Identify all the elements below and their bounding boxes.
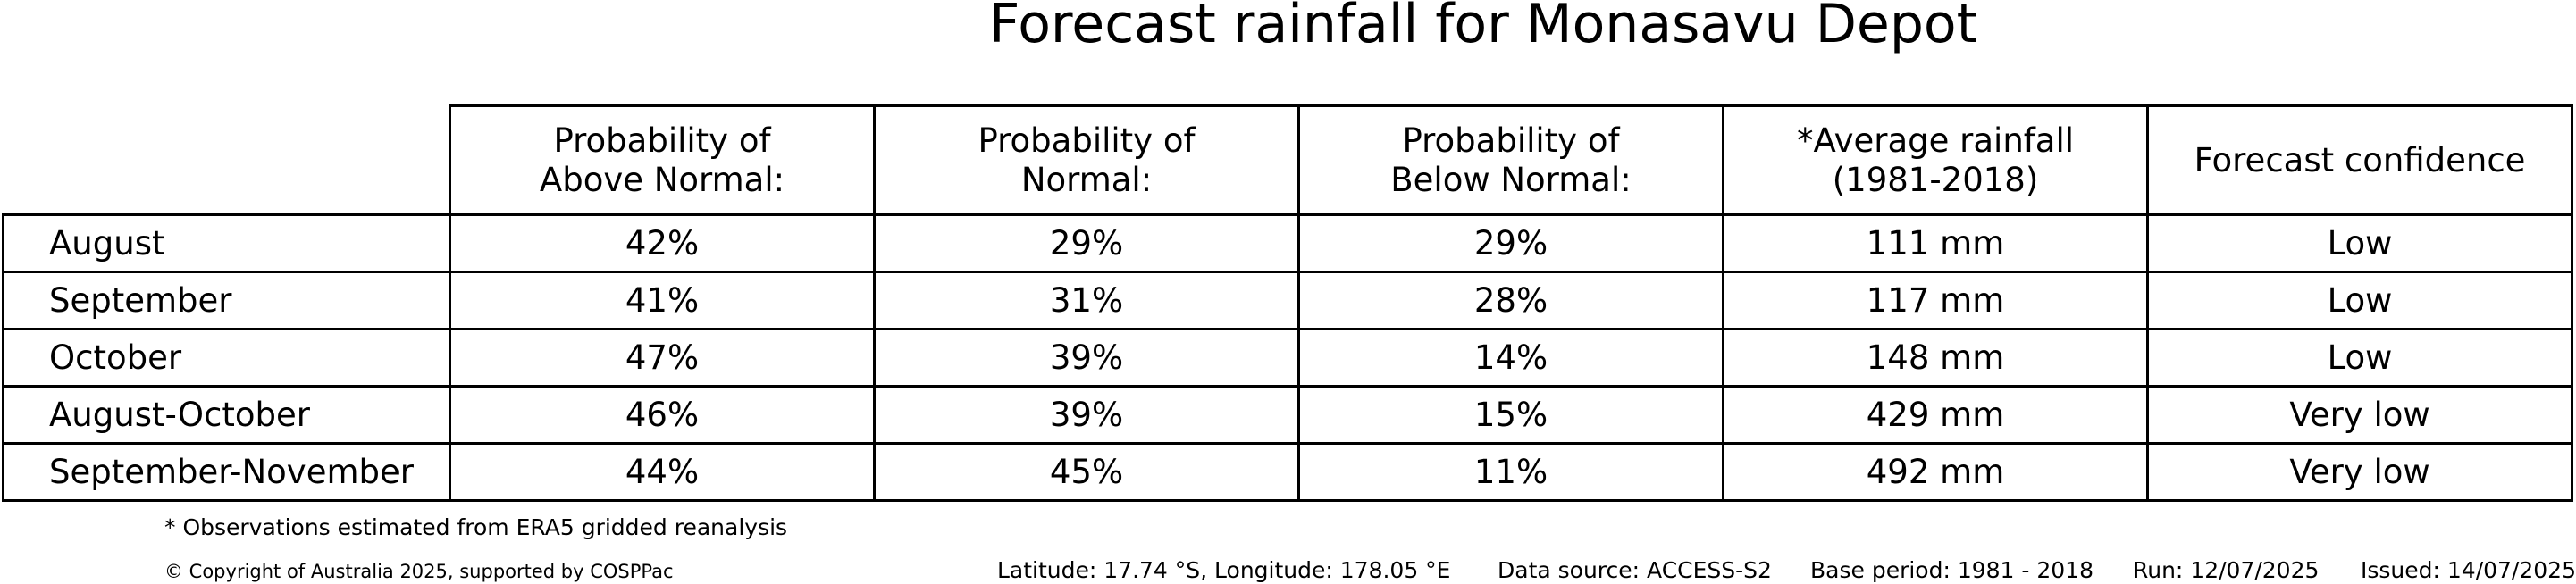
below-normal-cell: 14% (1297, 328, 1724, 388)
normal-cell: 39% (873, 385, 1300, 445)
header-row: Probability of Above Normal: Probability… (3, 104, 2573, 216)
confidence-cell: Low (2146, 213, 2573, 273)
above-normal-cell: 46% (449, 385, 876, 445)
confidence-cell: Low (2146, 328, 2573, 388)
average-rainfall-cell: 429 mm (1722, 385, 2149, 445)
header-above-normal-line1: Probability of (553, 121, 771, 160)
above-normal-cell: 44% (449, 442, 876, 502)
period-cell: October (2, 328, 451, 388)
period-cell: August (2, 213, 451, 273)
header-normal-line1: Probability of (978, 121, 1196, 160)
header-above-normal-line2: Above Normal: (539, 160, 785, 199)
average-rainfall-cell: 111 mm (1722, 213, 2149, 273)
average-rainfall-cell: 148 mm (1722, 328, 2149, 388)
table-row: August 42% 29% 29% 111 mm Low (2, 213, 2573, 273)
footnote: * Observations estimated from ERA5 gridd… (164, 514, 788, 540)
normal-cell: 29% (873, 213, 1300, 273)
below-normal-cell: 28% (1297, 271, 1724, 330)
header-forecast-confidence-line1: Forecast confidence (2194, 140, 2526, 179)
page-title: Forecast rainfall for Monasavu Depot (988, 0, 1978, 55)
normal-cell: 39% (873, 328, 1300, 388)
above-normal-cell: 41% (449, 271, 876, 330)
data-source: Data source: ACCESS-S2 (1498, 557, 1772, 583)
table-row: September-November 44% 45% 11% 492 mm Ve… (2, 442, 2573, 502)
above-normal-cell: 47% (449, 328, 876, 388)
below-normal-cell: 15% (1297, 385, 1724, 445)
header-normal-line2: Normal: (1020, 160, 1153, 199)
above-normal-cell: 42% (449, 213, 876, 273)
header-corner (3, 105, 451, 216)
table-row: October 47% 39% 14% 148 mm Low (2, 328, 2573, 388)
forecast-table: Probability of Above Normal: Probability… (2, 104, 2573, 502)
average-rainfall-cell: 117 mm (1722, 271, 2149, 330)
below-normal-cell: 29% (1297, 213, 1724, 273)
below-normal-cell: 11% (1297, 442, 1724, 502)
header-average-rainfall-line2: (1981-2018) (1832, 160, 2039, 199)
header-below-normal-line2: Below Normal: (1390, 160, 1632, 199)
average-rainfall-cell: 492 mm (1722, 442, 2149, 502)
header-normal: Probability of Normal: (873, 104, 1300, 216)
header-average-rainfall-line1: *Average rainfall (1796, 121, 2075, 160)
table-row: September 41% 31% 28% 117 mm Low (2, 271, 2573, 330)
run-date: Run: 12/07/2025 (2133, 557, 2320, 583)
header-below-normal-line1: Probability of (1402, 121, 1620, 160)
header-below-normal: Probability of Below Normal: (1297, 104, 1724, 216)
issued-date: Issued: 14/07/2025 (2361, 557, 2576, 583)
normal-cell: 31% (873, 271, 1300, 330)
base-period: Base period: 1981 - 2018 (1810, 557, 2094, 583)
period-cell: September-November (2, 442, 451, 502)
header-forecast-confidence: Forecast confidence (2146, 104, 2573, 216)
location-info: Latitude: 17.74 °S, Longitude: 178.05 °E (997, 557, 1451, 583)
header-above-normal: Probability of Above Normal: (449, 104, 876, 216)
period-cell: September (2, 271, 451, 330)
copyright-notice: © Copyright of Australia 2025, supported… (164, 561, 674, 582)
normal-cell: 45% (873, 442, 1300, 502)
table-row: August-October 46% 39% 15% 429 mm Very l… (2, 385, 2573, 445)
header-average-rainfall: *Average rainfall (1981-2018) (1722, 104, 2149, 216)
confidence-cell: Very low (2146, 442, 2573, 502)
period-cell: August-October (2, 385, 451, 445)
confidence-cell: Low (2146, 271, 2573, 330)
confidence-cell: Very low (2146, 385, 2573, 445)
